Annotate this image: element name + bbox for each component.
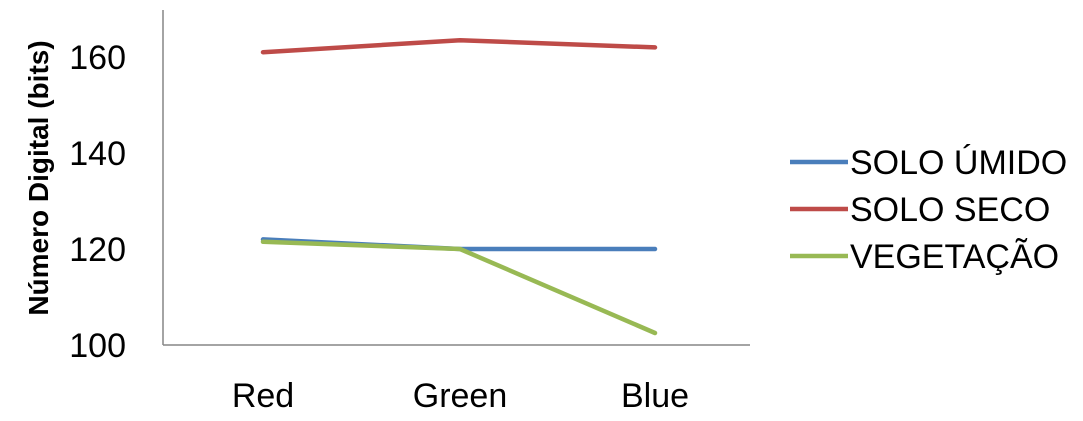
y-tick-labels: 100 120 140 160 xyxy=(69,39,126,365)
y-tick-label: 120 xyxy=(69,231,126,269)
y-tick-label: 140 xyxy=(69,135,126,173)
legend-label: SOLO ÚMIDO xyxy=(850,144,1067,182)
series-line xyxy=(260,37,658,55)
series-line xyxy=(260,239,658,336)
x-tick-label: Green xyxy=(413,377,508,415)
legend: SOLO ÚMIDO SOLO SECO VEGETAÇÃO xyxy=(790,144,1067,276)
y-axis-title: Número Digital (bits) xyxy=(23,40,54,315)
y-tick-label: 100 xyxy=(69,327,126,365)
legend-label: SOLO SECO xyxy=(850,191,1050,229)
axes xyxy=(162,10,750,346)
legend-label: VEGETAÇÃO xyxy=(850,238,1059,276)
x-tick-label: Blue xyxy=(621,377,689,415)
y-tick-label: 160 xyxy=(69,39,126,77)
x-tick-labels: Red Green Blue xyxy=(232,377,689,415)
x-tick-label: Red xyxy=(232,377,294,415)
series-lines xyxy=(260,37,658,336)
